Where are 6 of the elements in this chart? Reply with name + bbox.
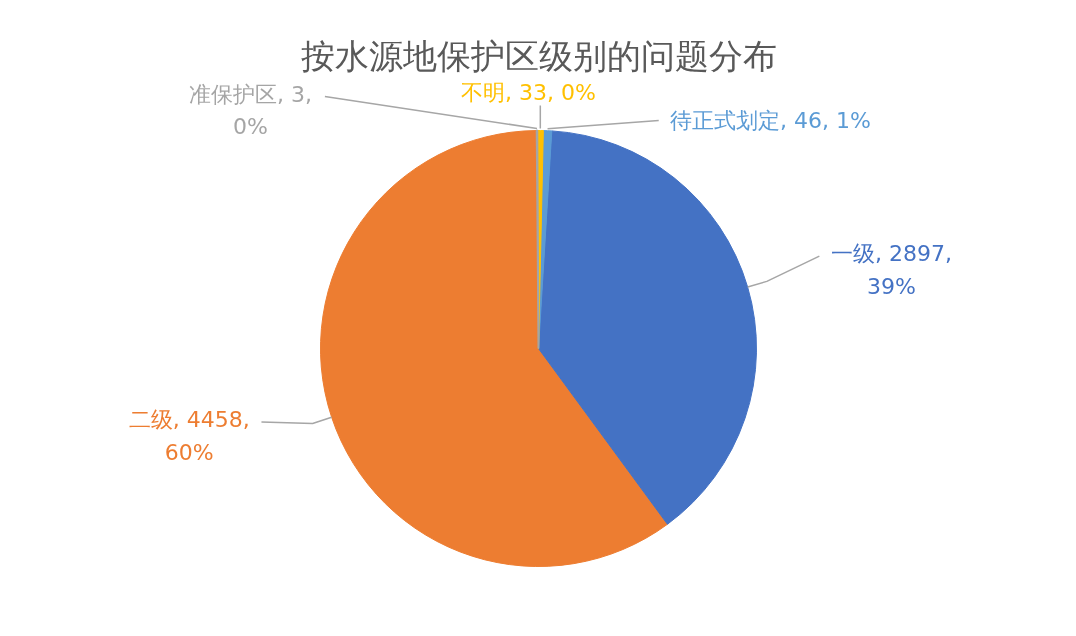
slice-label: 准保护区, 3, 0%: [189, 81, 312, 140]
slice-label: 一级, 2897, 39%: [831, 241, 953, 299]
slice-label: 不明, 33, 0%: [461, 80, 596, 105]
chart-title: 按水源地保护区级别的问题分布: [300, 35, 777, 76]
slice-label: 二级, 4458, 60%: [128, 407, 250, 465]
slice-label: 待正式划定, 46, 1%: [670, 108, 871, 133]
